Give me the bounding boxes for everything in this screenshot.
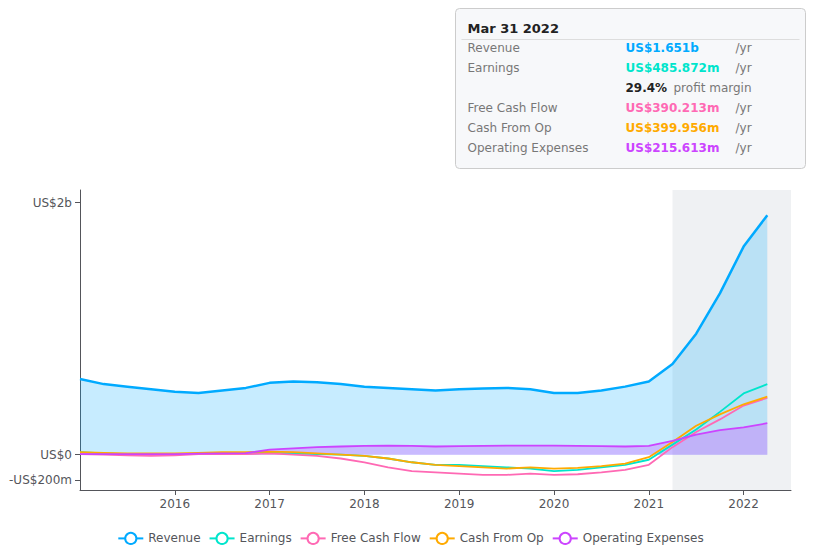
svg-text:2017: 2017 <box>254 497 285 511</box>
svg-text:-US$200m: -US$200m <box>9 473 72 487</box>
svg-text:/yr: /yr <box>736 141 752 155</box>
svg-text:Mar 31 2022: Mar 31 2022 <box>468 21 559 36</box>
svg-text:29.4%: 29.4% <box>626 81 668 95</box>
svg-text:Revenue: Revenue <box>468 41 520 55</box>
svg-text:Free Cash Flow: Free Cash Flow <box>331 531 421 545</box>
svg-text:2020: 2020 <box>539 497 570 511</box>
svg-text:2016: 2016 <box>160 497 191 511</box>
svg-text:Revenue: Revenue <box>148 531 200 545</box>
svg-text:2018: 2018 <box>349 497 380 511</box>
svg-text:Operating Expenses: Operating Expenses <box>468 141 589 155</box>
svg-text:Free Cash Flow: Free Cash Flow <box>468 101 558 115</box>
svg-text:Earnings: Earnings <box>240 531 292 545</box>
svg-text:2022: 2022 <box>728 497 759 511</box>
svg-text:/yr: /yr <box>736 61 752 75</box>
svg-text:Cash From Op: Cash From Op <box>460 531 544 545</box>
svg-text:Earnings: Earnings <box>468 61 520 75</box>
svg-text:US$0: US$0 <box>40 448 72 462</box>
svg-text:2019: 2019 <box>444 497 475 511</box>
svg-text:/yr: /yr <box>736 101 752 115</box>
svg-text:Operating Expenses: Operating Expenses <box>583 531 704 545</box>
svg-text:/yr: /yr <box>736 41 752 55</box>
svg-text:/yr: /yr <box>736 121 752 135</box>
svg-text:2021: 2021 <box>634 497 665 511</box>
svg-text:US$215.613m: US$215.613m <box>626 141 720 155</box>
svg-text:profit margin: profit margin <box>674 81 752 95</box>
svg-text:US$390.213m: US$390.213m <box>626 101 720 115</box>
svg-text:US$1.651b: US$1.651b <box>626 41 700 55</box>
svg-text:US$485.872m: US$485.872m <box>626 61 720 75</box>
svg-text:Cash From Op: Cash From Op <box>468 121 552 135</box>
svg-text:US$399.956m: US$399.956m <box>626 121 720 135</box>
svg-text:US$2b: US$2b <box>33 196 72 210</box>
